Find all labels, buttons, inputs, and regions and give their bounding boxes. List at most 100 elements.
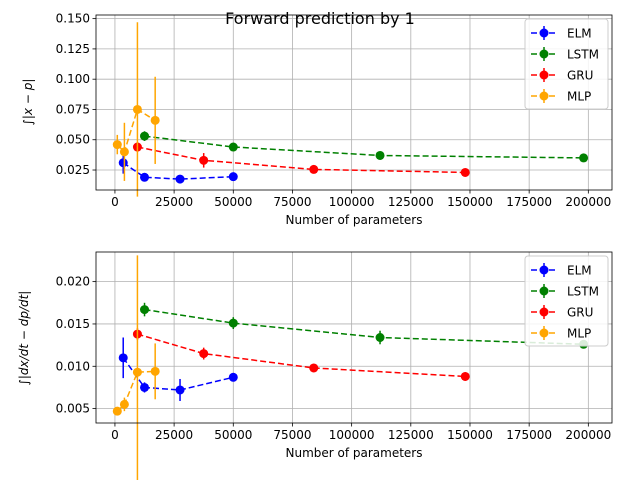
x-tick-label: 150000 [447, 428, 493, 442]
data-point [175, 174, 185, 184]
legend-label: GRU [567, 306, 593, 320]
y-tick-label: 0.150 [56, 12, 90, 26]
chart-panel-1: 0 25000 50000 75000 100000 125000 150000 175000… [21, 12, 613, 227]
series-mlp [112, 255, 160, 480]
data-point [112, 140, 122, 150]
data-point [118, 158, 128, 168]
data-point [119, 399, 129, 409]
series-line [116, 370, 156, 412]
data-point [309, 164, 319, 174]
data-point [228, 142, 238, 152]
data-point [228, 172, 238, 182]
data-point [140, 382, 150, 392]
y-tick-label: 0.010 [56, 359, 90, 373]
x-axis-label: Number of parameters [285, 213, 422, 227]
data-point [228, 372, 238, 382]
x-tick-label: 100000 [329, 428, 375, 442]
x-axis-label: Number of parameters [285, 446, 422, 460]
series-line [144, 135, 584, 159]
data-point [140, 131, 150, 141]
legend-label: MLP [567, 90, 591, 104]
data-point [309, 363, 319, 373]
x-tick-label: 125000 [388, 428, 434, 442]
y-tick-label: 0.025 [56, 163, 90, 177]
figure-title: Forward prediction by 1 [225, 9, 415, 28]
chart-panel-2: 0 25000 50000 75000 100000 125000 150000 175000… [17, 251, 613, 480]
x-tick-label: 0 [111, 195, 119, 209]
legend-marker [539, 265, 549, 275]
x-tick-label: 175000 [506, 195, 552, 209]
data-point [199, 155, 209, 165]
plot-frame [95, 251, 613, 424]
legend-label: LSTM [567, 48, 599, 62]
legend-label: ELM [567, 264, 592, 278]
series-line [144, 308, 584, 346]
series-line [116, 108, 156, 154]
legend-label: GRU [567, 69, 593, 83]
series-lstm [140, 302, 589, 349]
data-point [150, 115, 160, 125]
series-line [137, 333, 466, 378]
data-point [175, 385, 185, 395]
x-tick-label: 200000 [565, 195, 611, 209]
legend-marker [539, 286, 549, 296]
y-tick-label: 0.100 [56, 72, 90, 86]
legend-marker [539, 307, 549, 317]
data-point [579, 153, 589, 163]
legend-marker [539, 49, 549, 59]
series-gru [132, 142, 470, 177]
legend-label: LSTM [567, 285, 599, 299]
series-mlp [112, 22, 160, 197]
legend-marker [539, 328, 549, 338]
legend-label: ELM [567, 27, 592, 41]
data-point [140, 305, 150, 315]
x-tick-label: 175000 [506, 428, 552, 442]
data-point [132, 367, 142, 377]
series-line [122, 162, 234, 180]
y-axis-label: ∫|dx/dt − dp/dt| [17, 291, 31, 386]
series-lstm [140, 131, 589, 163]
data-point [460, 371, 470, 381]
data-point [375, 333, 385, 342]
y-axis-label: ∫|x − p| [21, 79, 35, 126]
y-tick-label: 0.050 [56, 133, 90, 147]
legend-box [524, 255, 609, 347]
x-tick-label: 100000 [329, 195, 375, 209]
legend-box [524, 18, 609, 110]
data-point [140, 172, 150, 182]
data-point [112, 406, 122, 416]
x-tick-label: 0 [111, 428, 119, 442]
x-tick-label: 150000 [447, 195, 493, 209]
data-point [119, 147, 129, 157]
x-tick-label: 200000 [565, 428, 611, 442]
y-tick-label: 0.125 [56, 42, 90, 56]
legend-marker [539, 28, 549, 38]
y-tick-label: 0.015 [56, 317, 90, 331]
x-tick-label: 25000 [155, 428, 193, 442]
x-tick-label: 75000 [273, 428, 311, 442]
data-point [228, 318, 238, 328]
data-point [460, 167, 470, 177]
plot-frame [95, 14, 613, 191]
x-tick-label: 75000 [273, 195, 311, 209]
series-gru [132, 328, 470, 381]
x-tick-label: 50000 [214, 428, 252, 442]
legend-marker [539, 70, 549, 80]
legend-marker [539, 91, 549, 101]
x-tick-label: 125000 [388, 195, 434, 209]
series-elm [118, 151, 238, 184]
data-point [118, 353, 128, 363]
data-point [150, 366, 160, 376]
x-tick-label: 25000 [155, 195, 193, 209]
y-tick-label: 0.005 [56, 402, 90, 416]
y-tick-label: 0.075 [56, 102, 90, 116]
x-tick-label: 50000 [214, 195, 252, 209]
legend: ELM LSTM GRU MLP [524, 255, 609, 347]
data-point [132, 104, 142, 114]
y-tick-label: 0.020 [56, 275, 90, 289]
data-point [199, 349, 209, 359]
data-point [375, 150, 385, 160]
legend: ELM LSTM GRU MLP [524, 18, 609, 110]
series-line [137, 146, 466, 174]
